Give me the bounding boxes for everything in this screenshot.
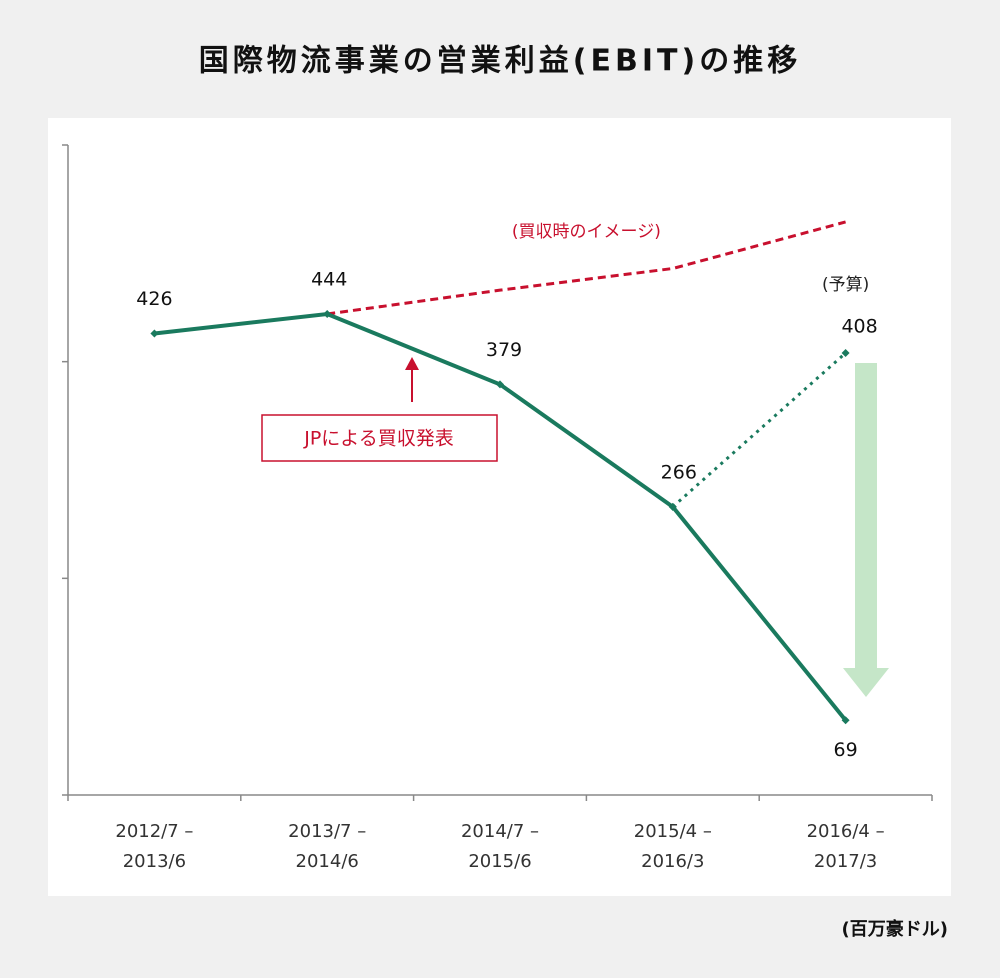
- value-label: 266: [661, 461, 697, 483]
- value-label: 426: [136, 288, 172, 310]
- x-tick-label: 2017/3: [814, 851, 877, 872]
- annotation-box: [261, 414, 498, 462]
- point: [841, 716, 850, 725]
- series-line: [671, 351, 847, 508]
- chart-title: 国際物流事業の営業利益(EBIT)の推移: [199, 44, 801, 79]
- x-tick-label: 2012/7 –: [115, 821, 193, 842]
- x-tick-label: 2016/3: [641, 851, 704, 872]
- value-label: 408: [841, 316, 877, 338]
- annotation-arrowhead: [405, 357, 419, 370]
- point: [496, 380, 504, 389]
- x-tick-label: 2015/6: [468, 851, 531, 872]
- point: [323, 310, 332, 318]
- value-label: 444: [311, 269, 347, 291]
- plot-panel: [48, 118, 951, 896]
- unit-label: (百万豪ドル): [842, 918, 948, 940]
- annotation: JPによる買収発表: [303, 428, 454, 450]
- decline-arrow: [843, 363, 889, 697]
- x-tick-label: 2016/4 –: [807, 821, 885, 842]
- value-label: 379: [486, 339, 522, 361]
- x-tick-label: 2015/4 –: [634, 821, 712, 842]
- x-tick-label: 2014/7 –: [461, 821, 539, 842]
- series-label: (予算): [822, 275, 869, 295]
- point: [150, 329, 159, 338]
- value-label: 69: [834, 739, 858, 761]
- series-label: (買収時のイメージ): [512, 222, 661, 242]
- x-tick-label: 2013/6: [123, 851, 186, 872]
- x-tick-label: 2013/7 –: [288, 821, 366, 842]
- point: [841, 349, 850, 357]
- point: [668, 502, 677, 511]
- series-line: [326, 220, 846, 316]
- x-tick-label: 2014/6: [296, 851, 359, 872]
